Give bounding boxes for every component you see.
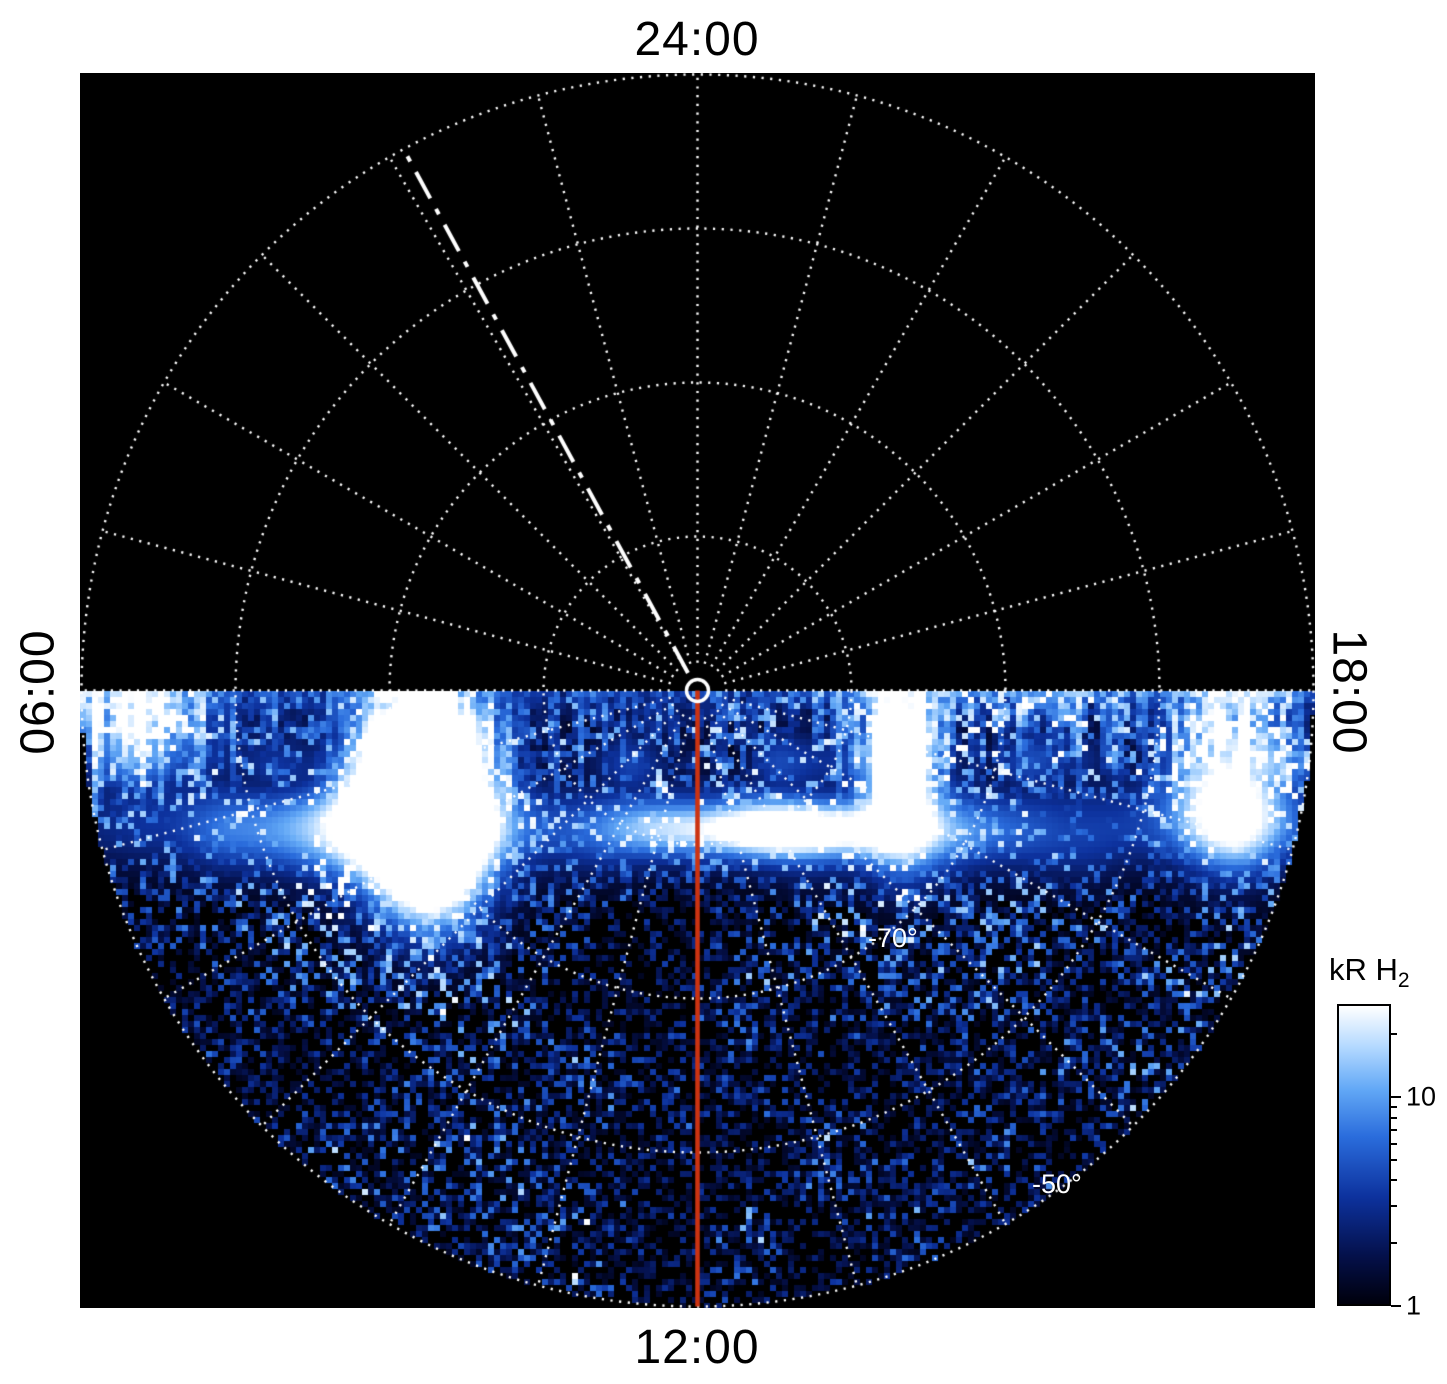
colorbar-minor-tick (1391, 1142, 1397, 1145)
colorbar-tick-label: 1 (1406, 1290, 1422, 1321)
colorbar-tick-label: 10 (1406, 1081, 1437, 1112)
colorbar-ticks: 10 1 (1337, 1004, 1436, 1321)
colorbar-title: kR H2 (1329, 952, 1410, 993)
local-time-label-1200: 12:00 (634, 1321, 760, 1374)
colorbar-minor-tick (1391, 1159, 1397, 1162)
local-time-label-0600: 06:00 (11, 629, 65, 755)
colorbar-minor-tick (1391, 1105, 1397, 1108)
polar-heatmap-canvas (80, 73, 1315, 1308)
colorbar-title-main: kR H (1329, 952, 1398, 987)
latitude-label-minus50: -50° (1032, 1169, 1082, 1199)
colorbar-major-tick (1391, 1096, 1401, 1099)
colorbar-minor-tick (1391, 1033, 1397, 1036)
colorbar-title-subscript: 2 (1397, 969, 1410, 993)
colorbar-minor-tick (1391, 1116, 1397, 1119)
local-time-label-1800: 18:00 (1322, 629, 1376, 755)
colorbar-gradient (1337, 1004, 1391, 1306)
colorbar-minor-tick (1391, 1128, 1397, 1131)
local-time-label-2400: 24:00 (634, 13, 760, 66)
colorbar-minor-tick (1391, 1179, 1397, 1182)
plot-area: -70° -50° (80, 73, 1315, 1308)
colorbar-minor-tick (1391, 1205, 1397, 1208)
colorbar-major-tick (1391, 1305, 1401, 1307)
colorbar-minor-tick (1391, 1242, 1397, 1245)
latitude-label-minus70: -70° (868, 923, 918, 953)
